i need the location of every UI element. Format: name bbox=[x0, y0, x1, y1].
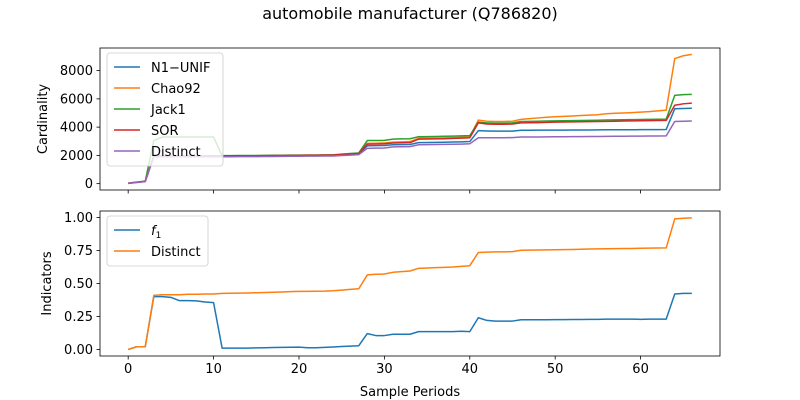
cardinality-y-tick-label: 2000 bbox=[60, 149, 93, 164]
cardinality-axes-frame bbox=[99, 47, 721, 191]
cardinality-ticks: 0 2000 4000 6000 8000 bbox=[60, 64, 641, 194]
cardinality-y-axis-label: Cardinality bbox=[36, 84, 51, 155]
indicators-legend-box bbox=[106, 215, 209, 267]
cardinality-panel: 0 2000 4000 6000 8000 Cardinality N1−UNIF Cha… bbox=[36, 47, 721, 194]
indicators-series-f1-line bbox=[127, 292, 692, 351]
indicators-panel: 0 10 20 30 40 50 60 0.00 0.25 0.50 0.75 1.00 Indica… bbox=[40, 210, 721, 400]
cardinality-legend-label-sor: SOR bbox=[151, 124, 179, 139]
indicators-legend: f1 Distinct bbox=[106, 215, 209, 267]
cardinality-legend: N1−UNIF Chao92 Jack1 SOR Distinct bbox=[106, 52, 224, 167]
indicators-x-tick-label: 0 bbox=[124, 362, 132, 377]
indicators-lines bbox=[127, 217, 692, 351]
indicators-x-axis-label: Sample Periods bbox=[360, 385, 460, 400]
indicators-legend-label-distinct: Distinct bbox=[151, 245, 201, 260]
cardinality-legend-box bbox=[106, 52, 224, 167]
indicators-y-axis-label: Indicators bbox=[40, 251, 55, 315]
indicators-x-tick-label: 60 bbox=[632, 362, 649, 377]
cardinality-y-tick-label: 0 bbox=[85, 177, 93, 192]
indicators-series-distinct-line bbox=[127, 217, 692, 351]
indicators-y-tick-label: 1.00 bbox=[64, 211, 93, 226]
indicators-x-tick-label: 30 bbox=[376, 362, 393, 377]
indicators-y-tick-label: 0.50 bbox=[64, 277, 93, 292]
cardinality-y-tick-label: 8000 bbox=[60, 64, 93, 79]
indicators-y-tick-label: 0.25 bbox=[64, 310, 93, 325]
cardinality-y-tick-label: 6000 bbox=[60, 92, 93, 107]
figure-title: automobile manufacturer (Q786820) bbox=[262, 4, 558, 23]
indicators-y-tick-label: 0.00 bbox=[64, 343, 93, 358]
cardinality-legend-label-chao92: Chao92 bbox=[151, 82, 201, 97]
indicators-legend-label-f1: f1 bbox=[151, 224, 161, 241]
indicators-ticks: 0 10 20 30 40 50 60 0.00 0.25 0.50 0.75 1.00 bbox=[64, 211, 649, 377]
indicators-x-tick-label: 50 bbox=[547, 362, 564, 377]
indicators-y-tick-label: 0.75 bbox=[64, 244, 93, 259]
indicators-x-tick-label: 40 bbox=[462, 362, 479, 377]
cardinality-legend-label-distinct: Distinct bbox=[151, 145, 201, 160]
indicators-x-tick-label: 10 bbox=[205, 362, 222, 377]
cardinality-legend-label-jack1: Jack1 bbox=[150, 103, 186, 118]
cardinality-legend-label-n1-unif: N1−UNIF bbox=[151, 61, 210, 76]
cardinality-y-tick-label: 4000 bbox=[60, 121, 93, 136]
indicators-x-tick-label: 20 bbox=[291, 362, 308, 377]
